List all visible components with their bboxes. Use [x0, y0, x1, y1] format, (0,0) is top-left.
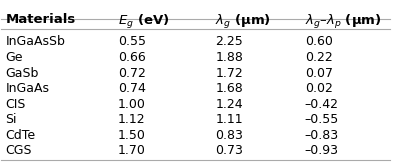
Text: InGaAs: InGaAs [5, 82, 49, 95]
Text: 0.22: 0.22 [305, 51, 332, 64]
Text: InGaAsSb: InGaAsSb [5, 35, 65, 49]
Text: CdTe: CdTe [5, 129, 36, 142]
Text: –0.55: –0.55 [305, 113, 339, 126]
Text: 0.66: 0.66 [118, 51, 146, 64]
Text: –0.42: –0.42 [305, 98, 339, 111]
Text: Si: Si [5, 113, 17, 126]
Text: Materials: Materials [5, 13, 76, 26]
Text: 0.72: 0.72 [118, 67, 146, 80]
Text: CGS: CGS [5, 145, 32, 157]
Text: 0.73: 0.73 [215, 145, 243, 157]
Text: CIS: CIS [5, 98, 26, 111]
Text: –0.83: –0.83 [305, 129, 339, 142]
Text: 1.72: 1.72 [215, 67, 243, 80]
Text: 1.68: 1.68 [215, 82, 243, 95]
Text: 0.55: 0.55 [118, 35, 146, 49]
Text: 0.83: 0.83 [215, 129, 243, 142]
Text: GaSb: GaSb [5, 67, 39, 80]
Text: 1.11: 1.11 [215, 113, 243, 126]
Text: 1.70: 1.70 [118, 145, 146, 157]
Text: 0.60: 0.60 [305, 35, 332, 49]
Text: 1.24: 1.24 [215, 98, 243, 111]
Text: 0.07: 0.07 [305, 67, 333, 80]
Text: 2.25: 2.25 [215, 35, 243, 49]
Text: 1.12: 1.12 [118, 113, 146, 126]
Text: $\lambda_g$ (μm): $\lambda_g$ (μm) [215, 13, 271, 31]
Text: 1.00: 1.00 [118, 98, 146, 111]
Text: Ge: Ge [5, 51, 23, 64]
Text: –0.93: –0.93 [305, 145, 339, 157]
Text: $\mathit{E_g}$ (eV): $\mathit{E_g}$ (eV) [118, 13, 170, 31]
Text: $\lambda_g$–$\lambda_p$ (μm): $\lambda_g$–$\lambda_p$ (μm) [305, 13, 381, 31]
Text: 1.88: 1.88 [215, 51, 243, 64]
Text: 0.02: 0.02 [305, 82, 332, 95]
Text: 0.74: 0.74 [118, 82, 146, 95]
Text: 1.50: 1.50 [118, 129, 146, 142]
